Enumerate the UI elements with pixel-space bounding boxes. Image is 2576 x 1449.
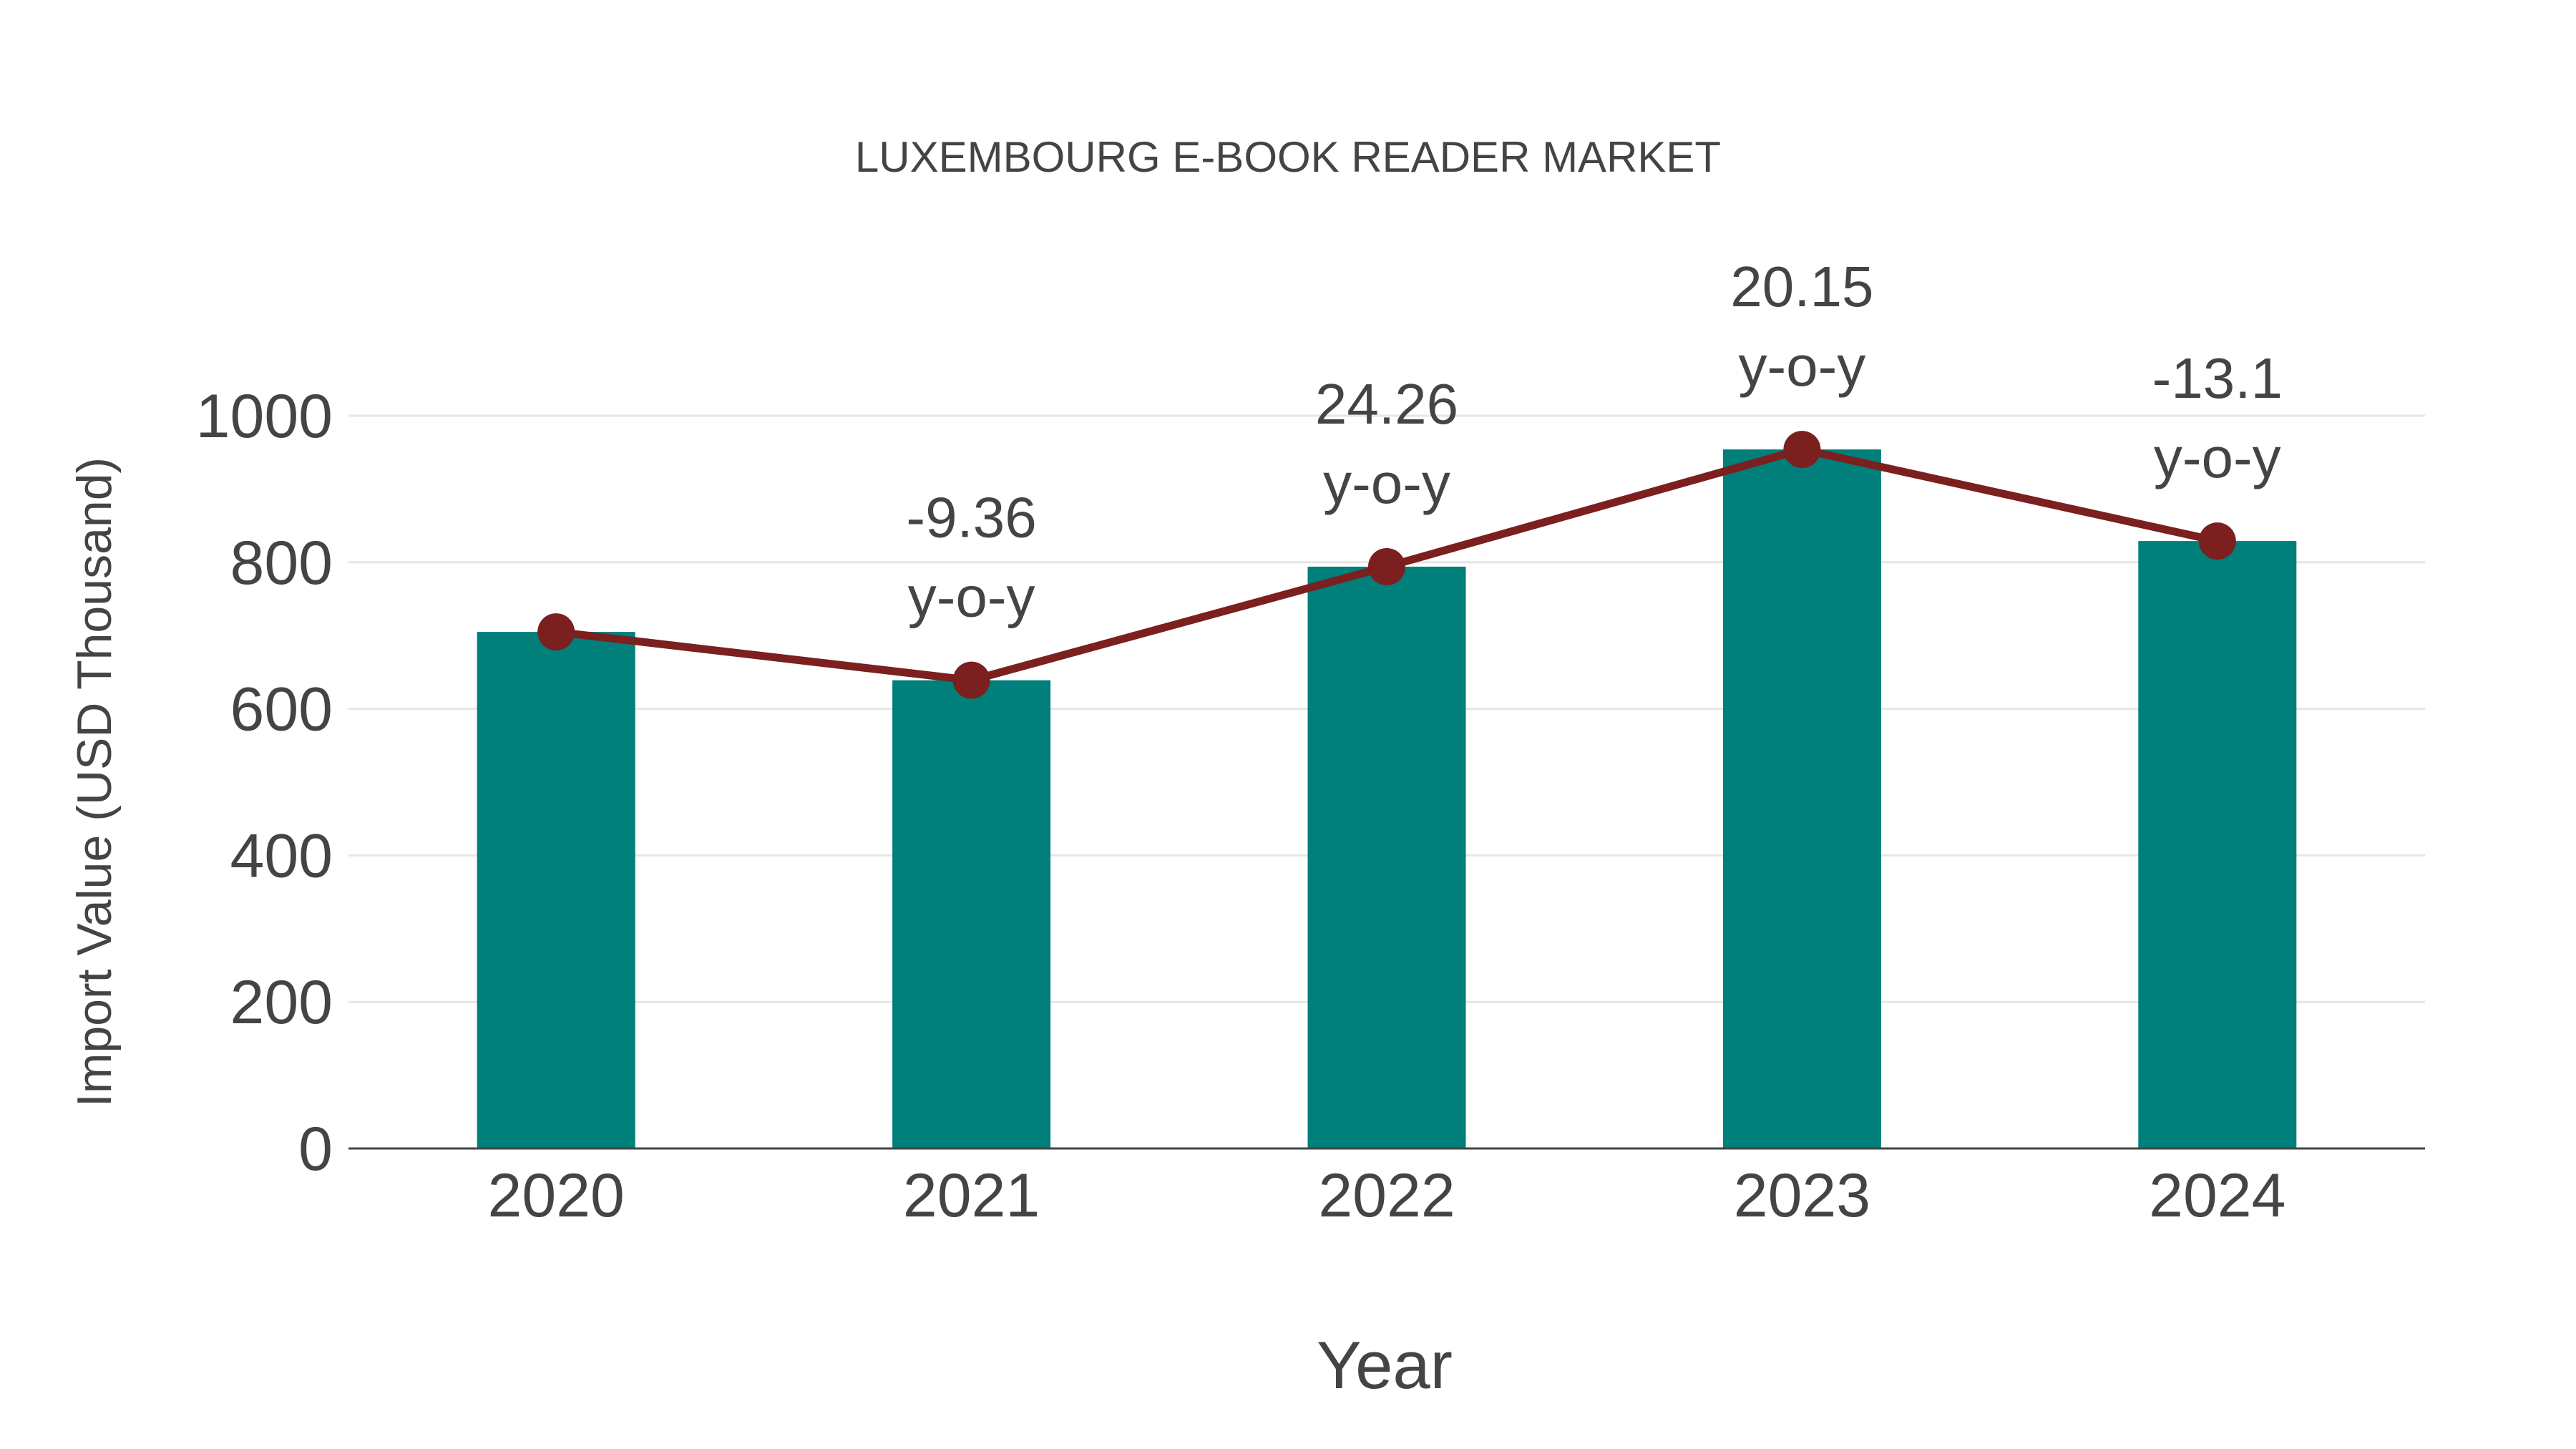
y-tick-label: 1000 [196,382,333,451]
yoy-value-2021: -9.36 [906,486,1036,550]
y-tick-label: 400 [230,821,333,890]
yoy-value-2024: -13.1 [2152,346,2283,410]
x-axis-ticks: 2020 2021 2022 2023 2024 [488,1161,2286,1230]
bar-2022 [1307,566,1466,1148]
x-tick-label: 2024 [2149,1161,2285,1230]
bar-2023 [1722,449,1881,1148]
chart-title: LUXEMBOURG E-BOOK READER MARKET [855,133,1721,181]
line-marker-2021 [952,661,990,699]
y-axis-title: Import Value (USD Thousand) [67,457,122,1107]
line-marker-2024 [2198,522,2236,560]
x-tick-label: 2023 [1734,1161,1870,1230]
yoy-suffix-2024: y-o-y [2154,426,2281,489]
yoy-value-2022: 24.26 [1315,372,1458,436]
bar-2024 [2138,541,2297,1148]
bar-2021 [892,680,1051,1148]
line-marker-2023 [1783,431,1821,469]
line-marker-2022 [1368,547,1405,585]
y-tick-label: 800 [230,529,333,597]
y-tick-label: 200 [230,968,333,1037]
y-axis-ticks: 0 200 400 600 800 1000 [196,382,333,1184]
line-series [537,431,2236,699]
x-tick-label: 2021 [903,1161,1040,1230]
x-axis-title: Year [1317,1327,1453,1402]
yoy-annotations: -9.36 y-o-y 24.26 y-o-y 20.15 y-o-y -13.1 y-o-y [906,255,2283,629]
line-marker-2020 [537,613,575,651]
y-tick-label: 0 [298,1115,333,1184]
bar-series [477,449,2297,1148]
yoy-suffix-2021: y-o-y [908,565,1035,629]
yoy-suffix-2022: y-o-y [1323,452,1450,515]
yoy-suffix-2023: y-o-y [1739,334,1866,398]
yoy-value-2023: 20.15 [1730,255,1873,318]
x-tick-label: 2022 [1318,1161,1455,1230]
bar-2020 [477,632,635,1148]
x-tick-label: 2020 [488,1161,625,1230]
y-tick-label: 600 [230,675,333,744]
